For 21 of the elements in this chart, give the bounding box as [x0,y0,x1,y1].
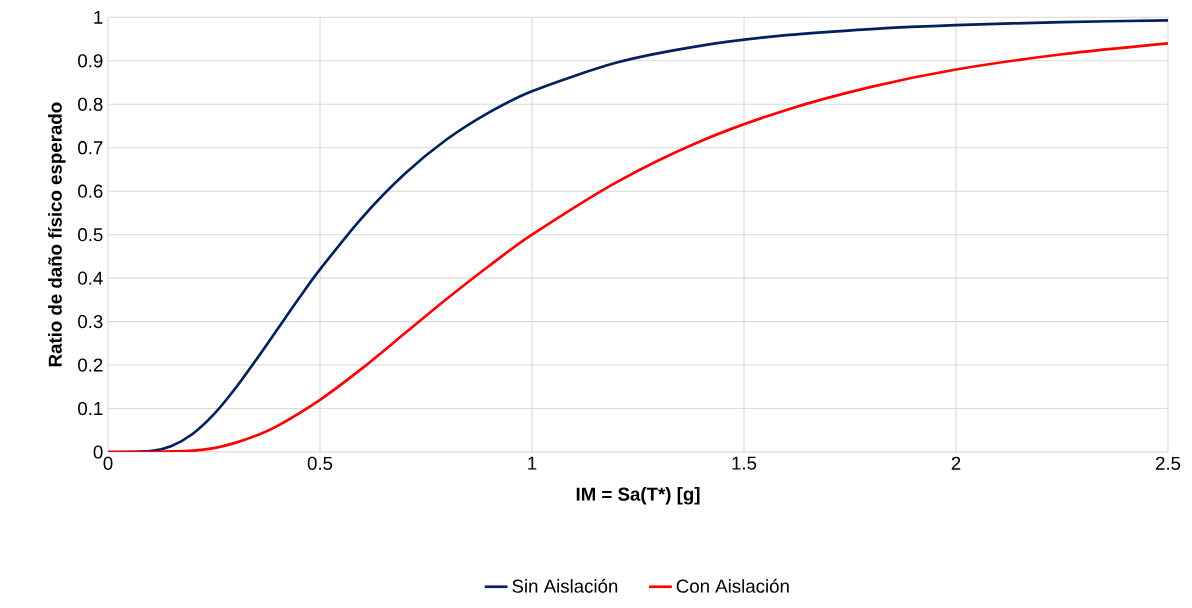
y-tick-label: 0.4 [78,271,103,285]
y-tick-label: 0.8 [78,97,103,111]
y-tick-label: 0.2 [78,358,103,372]
x-tick-label: 0.5 [307,456,333,470]
y-tick-label: 0.7 [78,141,103,155]
y-tick-label: 0.9 [78,54,103,68]
x-tick-label: 2.5 [1155,456,1181,470]
legend-label: Sin Aislación [512,578,618,593]
x-tick-label: 2 [951,456,961,470]
y-tick-label: 0.1 [78,401,103,416]
x-tick-label: 0 [103,456,113,470]
y-tick-label: 0 [93,445,103,459]
x-tick-label: 1.5 [732,456,757,470]
y-tick-label: 1 [94,10,103,24]
x-tick-label: 1 [528,456,537,470]
y-axis-title: Ratio de daño físico esperado [47,102,66,367]
legend-label: Con Aislación [676,578,789,593]
y-tick-label: 0.5 [78,228,103,242]
y-tick-label: 0.3 [78,314,103,329]
x-axis-title: IM = Sa(T*) [g] [576,487,700,505]
y-tick-label: 0.6 [78,184,103,198]
